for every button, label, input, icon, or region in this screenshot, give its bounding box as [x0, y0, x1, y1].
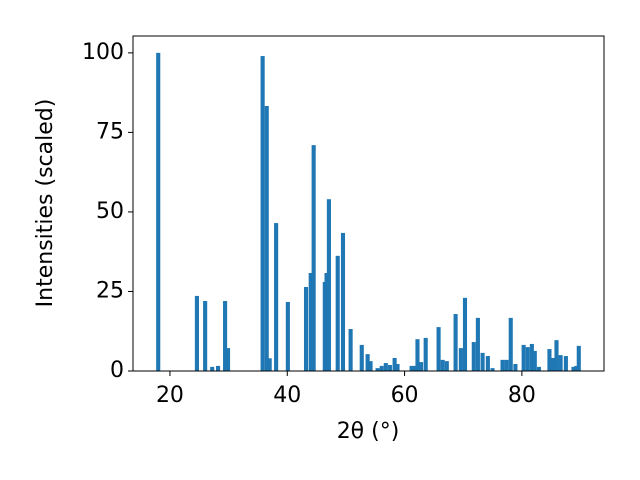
bar [490, 368, 495, 371]
bar [412, 365, 417, 371]
bar [387, 364, 392, 371]
bar [525, 347, 530, 371]
x-axis-label: 2θ (°) [337, 419, 400, 444]
bar [485, 356, 490, 371]
bar [554, 340, 559, 371]
bar [348, 329, 353, 371]
bar [308, 273, 313, 371]
y-tick-label: 25 [96, 278, 124, 303]
bar [462, 297, 468, 371]
bar [264, 105, 269, 371]
bar [210, 366, 215, 371]
bar [285, 301, 290, 371]
bar [368, 361, 373, 371]
bar [440, 359, 445, 371]
bar [521, 344, 526, 371]
y-tick-label: 75 [96, 119, 124, 144]
bar [311, 145, 316, 371]
bar [395, 364, 400, 371]
bar [359, 344, 364, 371]
x-tick-label: 80 [508, 383, 536, 408]
bar [475, 317, 480, 371]
bar [558, 355, 563, 371]
bar [444, 361, 449, 371]
bar [383, 363, 388, 371]
bar [194, 295, 199, 371]
x-tick-label: 60 [391, 383, 419, 408]
plot-frame [132, 35, 605, 372]
bar [513, 364, 518, 371]
bar [563, 356, 568, 371]
bar [335, 255, 340, 371]
bar [415, 339, 420, 371]
bar [215, 365, 221, 371]
bar [471, 342, 476, 371]
bar [458, 348, 463, 371]
x-tick-label: 40 [273, 383, 301, 408]
bar [500, 359, 505, 371]
y-tick-label: 0 [110, 358, 124, 383]
bar [223, 301, 228, 371]
bar [375, 368, 380, 371]
bar [532, 350, 537, 371]
bar [392, 357, 397, 371]
bar [326, 199, 331, 371]
bar [274, 223, 279, 371]
bar [436, 327, 441, 371]
bar [225, 348, 231, 371]
bar [551, 357, 556, 371]
bar [547, 349, 552, 371]
bar [536, 366, 541, 371]
bar [529, 343, 534, 371]
bar [379, 365, 384, 371]
bar [267, 358, 272, 371]
bar [423, 337, 428, 371]
y-tick-label: 50 [96, 199, 124, 224]
y-tick-label: 100 [82, 40, 124, 65]
bar [418, 362, 424, 371]
bar [571, 366, 576, 371]
bar [203, 301, 208, 371]
bar [409, 365, 414, 371]
bar [574, 365, 579, 371]
y-axis-label: Intensities (scaled) [33, 99, 58, 308]
bar [303, 287, 309, 371]
bar [156, 52, 161, 371]
bar [340, 232, 346, 371]
bar [324, 273, 329, 371]
bar [576, 345, 581, 371]
bar [453, 314, 458, 371]
bar [260, 56, 265, 372]
bar [480, 352, 485, 371]
bar [365, 354, 370, 371]
bar [504, 359, 509, 371]
x-tick-label: 20 [156, 383, 184, 408]
bar [508, 317, 513, 371]
